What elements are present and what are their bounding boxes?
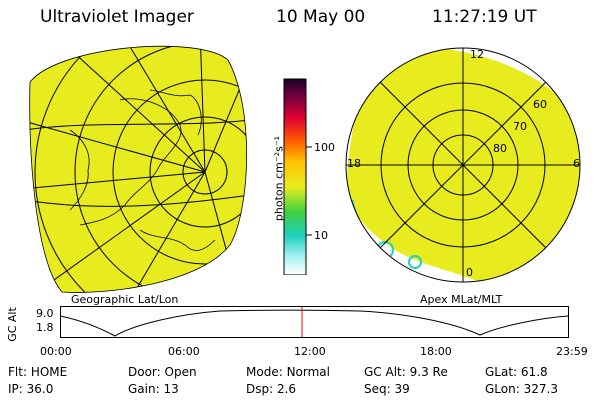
glat-label: GLat: <box>485 365 518 379</box>
xtick-1800: 18:00 <box>420 345 452 358</box>
mlt-label-noon: 12 <box>470 48 484 61</box>
mlat-label-70: 70 <box>513 120 527 133</box>
geographic-label: Geographic Lat/Lon <box>71 293 179 306</box>
seq-value: 39 <box>394 382 410 396</box>
geographic-image[interactable] <box>0 0 600 300</box>
mode-label: Mode: <box>246 365 283 379</box>
time-readout: 11:27:19 UT <box>432 7 537 27</box>
glon-value: 327.3 <box>523 382 558 396</box>
apex-label: Apex MLat/MLT <box>420 293 503 306</box>
mode-value: Normal <box>286 365 330 379</box>
colorbar-tick-10: 10 <box>314 229 328 242</box>
xtick-2359: 23:59 <box>556 345 588 358</box>
mlat-label-80: 80 <box>493 142 507 155</box>
seq-label: Seq: <box>364 382 391 396</box>
glat-value: 61.8 <box>520 365 548 379</box>
mlt-label-dawn: 6 <box>573 157 580 170</box>
geo-image-field <box>29 46 247 293</box>
dsp-value: 2.6 <box>276 382 297 396</box>
door-value: Open <box>164 365 197 379</box>
apex-mlat-mlt-image[interactable] <box>0 0 600 300</box>
mlat-label-60: 60 <box>533 98 547 111</box>
altitude-ytick-low: 1.8 <box>36 321 54 334</box>
glon-label: GLon: <box>485 382 520 396</box>
mlt-label-dusk: 18 <box>347 157 361 170</box>
xtick-0600: 06:00 <box>168 345 200 358</box>
ip-label: IP: <box>8 382 23 396</box>
colorbar-scale <box>283 78 312 275</box>
colorbar-tick-100: 100 <box>314 141 335 154</box>
coastlines <box>69 89 216 251</box>
dsp-label: Dsp: <box>246 382 274 396</box>
xtick-0000: 00:00 <box>40 345 72 358</box>
gc-alt-value: 9.3 Re <box>409 365 448 379</box>
xtick-1200: 12:00 <box>294 345 326 358</box>
mlt-label-midnight: 0 <box>466 266 473 279</box>
flt-label: Flt: <box>8 365 27 379</box>
altitude-ylabel: GC Alt <box>5 307 19 342</box>
door-label: Door: <box>128 365 161 379</box>
gain-label: Gain: <box>128 382 160 396</box>
geo-grid <box>29 46 247 293</box>
gc-alt-label: GC Alt: <box>364 365 406 379</box>
gain-value: 13 <box>163 382 179 396</box>
app-title: Ultraviolet Imager <box>40 7 194 27</box>
ip-value: 36.0 <box>26 382 54 396</box>
altitude-ytick-high: 9.0 <box>36 307 54 320</box>
flt-value: HOME <box>30 365 68 379</box>
altitude-chart <box>60 306 569 338</box>
date-readout: 10 May 00 <box>276 7 366 27</box>
mlt-grid <box>345 47 581 283</box>
